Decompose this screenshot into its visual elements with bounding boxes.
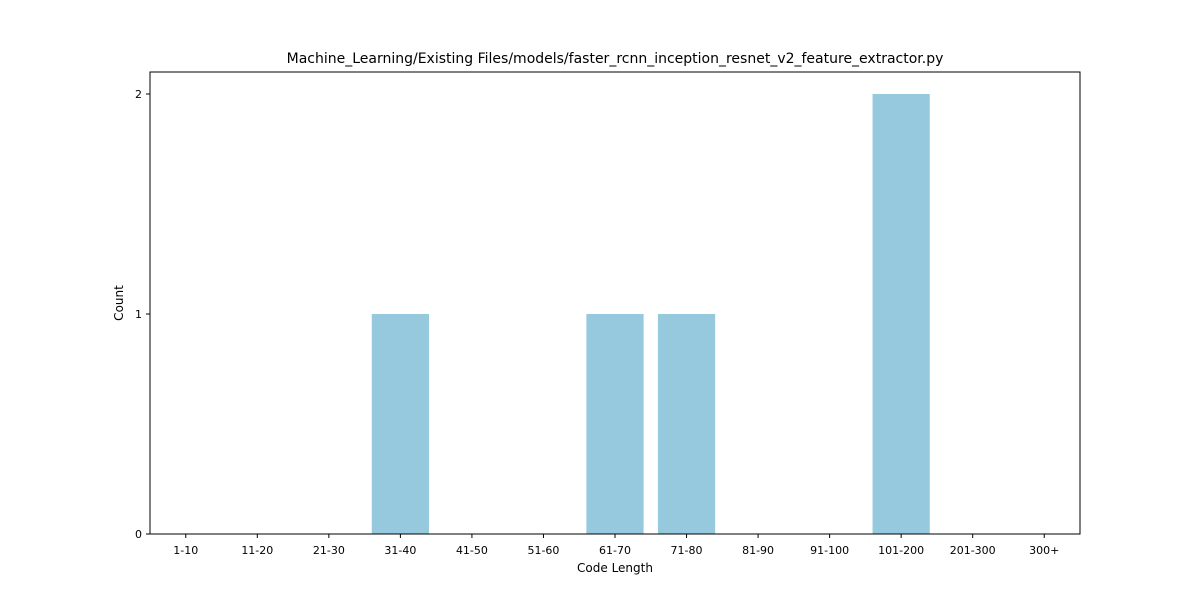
x-ticks: 1-10 11-20 21-30 31-40 41-50 51-60 61-70 71-80 8… — [173, 534, 1059, 557]
x-tick-label: 91-100 — [810, 544, 849, 557]
x-tick-label: 51-60 — [527, 544, 559, 557]
chart-title: Machine_Learning/Existing Files/models/f… — [287, 51, 944, 67]
bar-101-200 — [872, 94, 930, 534]
x-tick-label: 1-10 — [173, 544, 198, 557]
x-tick-label: 31-40 — [384, 544, 416, 557]
x-tick-label: 61-70 — [599, 544, 631, 557]
y-tick-label: 0 — [135, 528, 142, 541]
y-axis-label: Count — [112, 285, 126, 321]
x-tick-label: 71-80 — [671, 544, 703, 557]
x-tick-label: 101-200 — [878, 544, 924, 557]
y-ticks: 0 1 2 — [135, 88, 150, 541]
bar-31-40 — [371, 314, 429, 534]
x-tick-label: 11-20 — [241, 544, 273, 557]
x-tick-label: 41-50 — [456, 544, 488, 557]
x-tick-label: 21-30 — [313, 544, 345, 557]
x-axis-label: Code Length — [577, 561, 653, 575]
x-tick-label: 81-90 — [742, 544, 774, 557]
bar-71-80 — [657, 314, 716, 534]
bar-61-70 — [586, 314, 644, 534]
bars-layer — [371, 94, 930, 534]
x-tick-label: 201-300 — [950, 544, 996, 557]
y-tick-label: 2 — [135, 88, 142, 101]
y-tick-label: 1 — [135, 308, 142, 321]
x-tick-label: 300+ — [1029, 544, 1059, 557]
